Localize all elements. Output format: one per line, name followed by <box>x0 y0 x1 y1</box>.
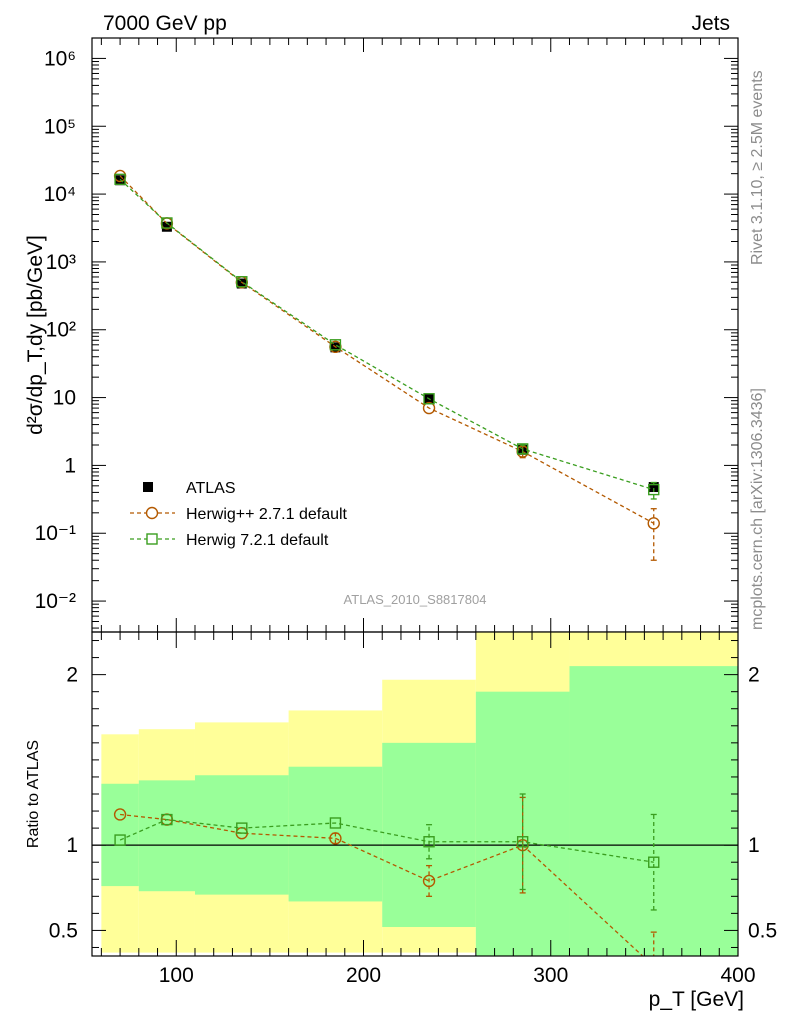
ratio-series-line <box>119 818 654 863</box>
legend-marker-atlas <box>143 482 153 492</box>
data-point-herwig7 <box>114 173 126 186</box>
analysis-watermark: ATLAS_2010_S8817804 <box>344 592 487 607</box>
data-point-herwig7 <box>329 339 342 351</box>
x-tick-label: 300 <box>533 964 568 987</box>
main-panel: 10⁻² 10⁻¹ 1 10 10² 10³ 10⁴ 10⁵ 10⁶ d²σ/dp_T,dy [p… <box>24 37 739 633</box>
ratio-y-tick-label-right: 0.5 <box>748 919 777 942</box>
x-tick-label: 400 <box>720 964 755 987</box>
y-tick-label: 10⁶ <box>44 47 76 70</box>
ratio-point-herwig7 <box>236 822 248 834</box>
ratio-y-tick-label: 1 <box>66 834 78 857</box>
ratio-point-herwig7 <box>114 834 126 846</box>
ratio-point-herwig7 <box>648 856 660 868</box>
y-tick-label: 10⁴ <box>44 183 76 206</box>
y-tick-label: 1 <box>64 454 76 477</box>
y-tick-label: 10⁵ <box>44 115 76 138</box>
data-point-herwig7 <box>648 483 660 496</box>
x-tick-label: 100 <box>159 964 194 987</box>
header-left: 7000 GeV pp <box>103 12 227 35</box>
y-tick-label: 10 <box>53 387 76 410</box>
data-point-herwigpp <box>647 517 660 530</box>
uncertainty-band-inner <box>138 780 195 892</box>
legend-label: Herwig 7.2.1 default <box>186 532 329 549</box>
y-tick-label: 10⁻² <box>35 590 76 613</box>
ratio-point-herwigpp <box>422 874 436 888</box>
data-point-atlas <box>115 175 126 186</box>
series-line <box>119 178 654 491</box>
ratio-y-tick-label-right: 1 <box>748 834 760 857</box>
legend-marker-herwig7 <box>146 533 158 545</box>
mcplots-label: mcplots.cern.ch [arXiv:1306.3436] <box>749 388 766 630</box>
ratio-point-herwigpp <box>113 808 127 821</box>
ratio-point-herwig7 <box>161 813 173 826</box>
data-point-herwigpp <box>422 401 436 415</box>
ratio-y-tick-label: 2 <box>66 664 78 687</box>
y-tick-label: 10² <box>46 319 76 342</box>
rivet-version-label: Rivet 3.1.10, ≥ 2.5M events <box>749 70 766 265</box>
ratio-point-herwig7 <box>329 817 342 829</box>
legend-label: Herwig++ 2.7.1 default <box>186 506 348 523</box>
y-tick-label: 10⁻¹ <box>35 522 76 545</box>
legend-label: ATLAS <box>186 480 236 497</box>
legend-marker-herwigpp <box>145 506 159 520</box>
ratio-point-herwig7 <box>423 836 435 848</box>
ratio-y-tick-label: 0.5 <box>49 919 78 942</box>
data-point-atlas <box>236 278 247 289</box>
data-point-atlas <box>648 482 659 493</box>
data-point-atlas <box>161 221 172 232</box>
ratio-frame <box>91 631 739 957</box>
data-point-herwig7 <box>516 443 529 455</box>
data-point-herwig7 <box>236 276 248 288</box>
x-axis-title: p_T [GeV] <box>649 988 744 1011</box>
x-tick-label: 200 <box>346 964 381 987</box>
header-right: Jets <box>691 12 730 35</box>
y-tick-label: 10³ <box>46 251 76 274</box>
ratio-panel: 0.5 0.5 1 1 2 2 100 200 300 400 Ratio to ATLAS p_T … <box>25 631 777 1011</box>
ratio-y-axis-title: Ratio to ATLAS <box>25 740 42 848</box>
data-point-herwig7 <box>423 393 435 405</box>
series-line <box>119 175 655 524</box>
y-axis-title: d²σ/dp_T,dy [pb/GeV] <box>24 235 47 435</box>
ratio-series-group <box>113 793 660 972</box>
ratio-point-herwigpp <box>648 961 659 972</box>
ratio-point-herwig7 <box>516 836 529 848</box>
ratio-y-tick-label-right: 2 <box>748 664 760 687</box>
data-point-herwig7 <box>161 217 173 229</box>
ratio-point-herwigpp <box>329 832 342 845</box>
